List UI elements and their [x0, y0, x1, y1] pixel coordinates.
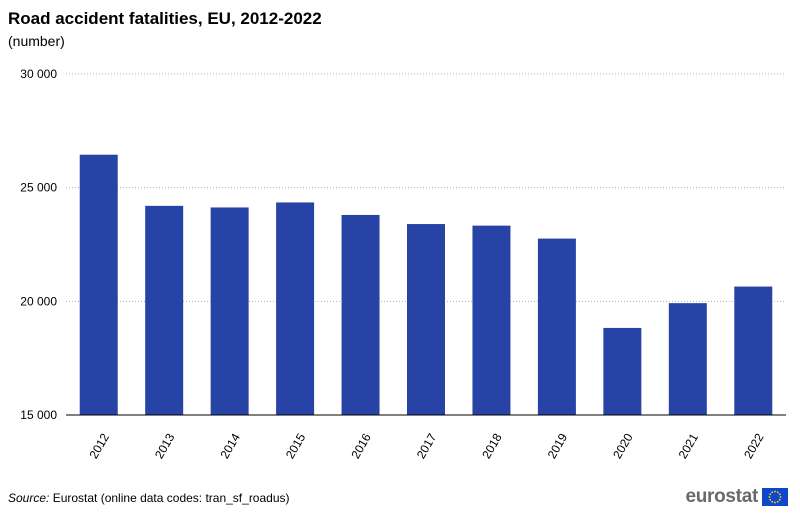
eurostat-logo-text: eurostat	[685, 486, 758, 507]
flag-star	[774, 501, 776, 504]
x-tick-label: 2017	[414, 431, 440, 461]
flag-star	[778, 493, 781, 496]
y-tick-label: 15 000	[20, 408, 57, 422]
bar-2012	[79, 154, 118, 415]
y-tick-label: 30 000	[20, 67, 57, 81]
bar-2020	[603, 327, 642, 415]
eurostat-logo: eurostat	[685, 486, 788, 508]
bar-2017	[407, 224, 445, 415]
x-tick-label: 2020	[610, 431, 636, 461]
x-tick-label: 2016	[348, 431, 374, 461]
bar-2013	[145, 205, 184, 415]
flag-star	[771, 500, 774, 503]
flag-star	[779, 496, 782, 498]
y-tick-label: 25 000	[20, 181, 57, 195]
flag-star	[778, 498, 781, 501]
bar-2019	[537, 238, 576, 415]
x-tick-label: 2015	[283, 431, 309, 461]
x-tick-label: 2019	[545, 431, 571, 461]
x-tick-label: 2018	[479, 431, 505, 461]
flag-star	[776, 500, 779, 503]
bar-2016	[341, 214, 380, 415]
flag-star	[769, 498, 772, 501]
chart-subtitle: (number)	[8, 33, 65, 49]
bar-2022	[734, 286, 773, 415]
y-tick-label: 20 000	[20, 294, 57, 308]
flag-star	[768, 496, 771, 498]
y-tick-labels: 15 000 20 000 25 000 30 000	[20, 67, 57, 422]
x-tick-label: 2012	[87, 431, 113, 461]
flag-star	[776, 491, 779, 494]
x-tick-labels: 2012 2013 2014 2015 2016 2017 2018 2019 2020 2021…	[87, 431, 767, 461]
flag-star	[774, 490, 776, 493]
flag-star	[771, 491, 774, 494]
x-tick-label: 2022	[741, 431, 767, 461]
bars	[79, 154, 773, 415]
x-tick-label: 2014	[217, 431, 243, 461]
source-note: Source: Eurostat (online data codes: tra…	[8, 491, 290, 505]
eu-flag-icon	[762, 488, 788, 506]
chart-title: Road accident fatalities, EU, 2012-2022	[8, 9, 322, 28]
x-tick-label: 2021	[676, 431, 702, 461]
bar-2021	[668, 303, 707, 415]
bar-2014	[210, 207, 249, 415]
bar-2015	[276, 202, 315, 415]
flag-star	[769, 493, 772, 496]
bar-2018	[472, 225, 511, 415]
x-tick-label: 2013	[152, 431, 178, 461]
source-label: Source:	[8, 491, 50, 505]
source-text: Eurostat (online data codes: tran_sf_roa…	[49, 491, 290, 505]
